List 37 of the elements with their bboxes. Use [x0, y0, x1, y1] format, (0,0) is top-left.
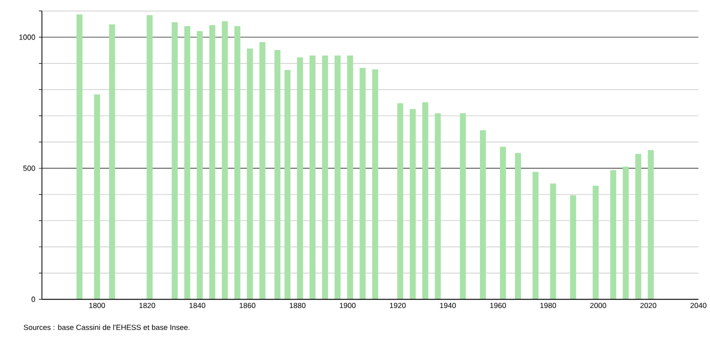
- bar: [372, 69, 378, 300]
- bar: [532, 172, 539, 300]
- bar: [284, 70, 290, 300]
- bar: [274, 50, 280, 300]
- bar: [172, 22, 178, 300]
- bar: [76, 14, 82, 300]
- bar: [146, 15, 153, 300]
- bar: [184, 26, 190, 300]
- bar: [196, 31, 203, 300]
- bar: [434, 113, 441, 300]
- bar: [592, 186, 599, 300]
- bar: [635, 154, 642, 300]
- bar: [550, 183, 556, 300]
- bar: [209, 25, 216, 300]
- bar: [259, 42, 266, 300]
- bar: [460, 113, 466, 300]
- bar: [397, 103, 404, 300]
- bar: [500, 146, 506, 300]
- bar: [334, 55, 341, 300]
- bar: [246, 48, 253, 300]
- bar: [648, 150, 654, 300]
- bar: [622, 166, 629, 300]
- bar: [310, 55, 316, 300]
- bar: [347, 55, 354, 300]
- bar: [234, 26, 240, 300]
- bar: [410, 108, 416, 300]
- bar: [515, 152, 521, 300]
- bar: [297, 57, 303, 300]
- bar: [610, 170, 616, 300]
- bar: [570, 195, 576, 300]
- bar: [360, 68, 366, 300]
- bar: [322, 55, 328, 300]
- bar: [94, 94, 100, 300]
- bar: [422, 102, 428, 300]
- bar: [222, 21, 228, 300]
- bar: [480, 130, 486, 300]
- bar: [109, 24, 116, 300]
